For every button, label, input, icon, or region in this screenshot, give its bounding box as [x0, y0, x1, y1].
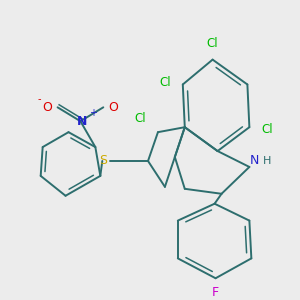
Text: S: S — [99, 154, 107, 167]
Text: -: - — [38, 94, 41, 104]
Text: N: N — [250, 154, 259, 167]
Text: Cl: Cl — [207, 37, 218, 50]
Text: H: H — [263, 156, 272, 166]
Text: O: O — [43, 101, 52, 114]
Text: +: + — [89, 108, 98, 118]
Text: N: N — [77, 115, 88, 128]
Text: O: O — [108, 101, 118, 114]
Text: Cl: Cl — [159, 76, 171, 89]
Text: Cl: Cl — [261, 123, 273, 136]
Text: Cl: Cl — [134, 112, 146, 125]
Text: F: F — [212, 286, 219, 299]
